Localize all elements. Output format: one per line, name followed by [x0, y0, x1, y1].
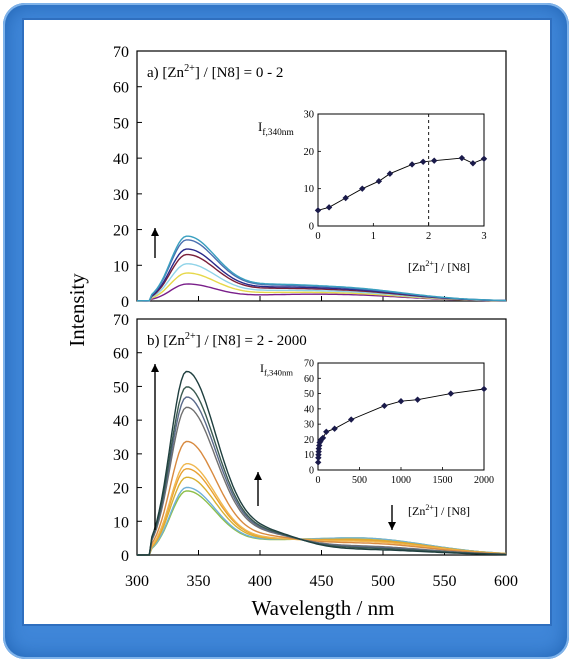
- inset-x-label: [Zn2+] / [N8]: [408, 259, 470, 274]
- inset-data-point: [386, 170, 394, 177]
- x-tick-label: 350: [187, 573, 211, 590]
- y-tick-label: 20: [113, 481, 129, 498]
- y-tick-label: 70: [113, 44, 129, 61]
- inset-data-point: [381, 402, 388, 409]
- y-tick-label: 0: [121, 294, 129, 311]
- inset-data-point: [447, 390, 454, 397]
- y-tick-label: 10: [113, 258, 129, 275]
- x-tick-label: 550: [433, 573, 457, 590]
- inset-data-point: [469, 160, 477, 167]
- inset-data-point: [458, 154, 466, 162]
- inset-data-point: [431, 157, 438, 164]
- inset-y-tick-label: 0: [309, 466, 314, 477]
- x-tick-label: 400: [248, 573, 272, 590]
- increase-arrow-head: [151, 228, 159, 236]
- inset-data-point: [414, 396, 421, 403]
- inset-y-tick-label: 70: [304, 359, 314, 370]
- spectrum-line: [137, 235, 507, 302]
- y-tick-label: 40: [113, 151, 129, 168]
- inset-data-point: [323, 428, 330, 435]
- spectrum-line: [137, 370, 506, 556]
- y-tick-label: 20: [113, 223, 129, 240]
- inset-y-tick-label: 30: [304, 110, 315, 121]
- inset-x-tick-label: 2000: [474, 475, 494, 486]
- inset-data-point: [375, 178, 383, 185]
- x-tick-label: 300: [125, 573, 149, 590]
- panel-title: b) [Zn2+] / [N8] = 2 - 2000: [147, 331, 307, 349]
- inset-x-label: [Zn2+] / [N8]: [408, 503, 470, 518]
- x-tick-label: 500: [371, 573, 395, 590]
- inset-y-tick-label: 20: [304, 435, 314, 446]
- y-tick-label: 30: [113, 447, 129, 464]
- inset-y-tick-label: 40: [304, 404, 314, 415]
- panel-b: 0 10 20 30 40 50 60 70 b) [Zn2+] / [N8] = 2 - 20…: [113, 312, 507, 565]
- inset-y-tick-label: 60: [304, 374, 314, 385]
- inset-data-point: [359, 185, 366, 192]
- y-tick-label: 60: [113, 80, 129, 97]
- inset-data-point: [325, 204, 333, 211]
- inset-y-tick-label: 20: [304, 147, 315, 158]
- increase-arrow-shoulder-head: [254, 472, 262, 480]
- inset-y-tick-label: 30: [304, 420, 314, 431]
- inset-x-tick-label: 1000: [391, 475, 411, 486]
- inset-y-tick-label: 10: [304, 184, 315, 195]
- spectrum-line: [137, 463, 507, 556]
- spectrum-line: [137, 440, 507, 556]
- inset-y-label: If,340nm: [260, 361, 293, 378]
- inset-data-point: [480, 385, 488, 393]
- panel-title: a) [Zn2+] / [N8] = 0 - 2: [147, 63, 283, 81]
- x-axis-ticks: 300 350 400 450 500 550 600: [125, 573, 518, 590]
- inset-x-tick-label: 500: [352, 475, 367, 486]
- inset-data-point: [319, 434, 327, 442]
- inset-x-tick-label: 2: [426, 231, 431, 242]
- y-tick-label: 50: [113, 115, 129, 132]
- x-tick-label: 450: [310, 573, 334, 590]
- y-tick-label: 40: [113, 413, 129, 430]
- inset-data-point: [419, 158, 427, 165]
- inset-y-tick-label: 0: [309, 222, 314, 233]
- increase-arrow-main-head: [151, 364, 159, 372]
- inset-data-point: [397, 398, 405, 405]
- inset-y-label: If,340nm: [258, 119, 294, 138]
- inset-x-tick-label: 1: [371, 231, 376, 242]
- y-axis-label: Intensity: [65, 273, 89, 347]
- inset-plot-area: [317, 362, 485, 471]
- inset-data-point: [348, 416, 355, 423]
- inset-y-tick-label: 50: [304, 389, 314, 400]
- y-tick-label: 10: [113, 514, 129, 531]
- inset-x-tick-label: 0: [316, 475, 321, 486]
- inset-data-point: [480, 155, 488, 162]
- y-tick-label: 0: [121, 548, 129, 565]
- inset-data-point: [408, 161, 416, 168]
- inset-data-point: [314, 207, 322, 214]
- inset-data-point: [342, 194, 349, 202]
- inset-y-tick-label: 10: [304, 450, 314, 461]
- x-tick-label: 600: [494, 573, 518, 590]
- y-tick-label: 30: [113, 187, 129, 204]
- y-tick-label: 60: [113, 346, 129, 363]
- y-tick-label: 50: [113, 379, 129, 396]
- y-tick-label: 70: [113, 312, 129, 329]
- inset-x-tick-label: 0: [315, 231, 320, 242]
- inset-x-tick-label: 3: [481, 231, 486, 242]
- inset-data-point: [331, 425, 338, 432]
- x-axis-label: Wavelength / nm: [252, 596, 395, 620]
- inset-data-point: [314, 459, 322, 466]
- decrease-arrow-head: [388, 522, 396, 530]
- inset-plot-area: [317, 113, 485, 227]
- inset-x-tick-label: 1500: [433, 475, 453, 486]
